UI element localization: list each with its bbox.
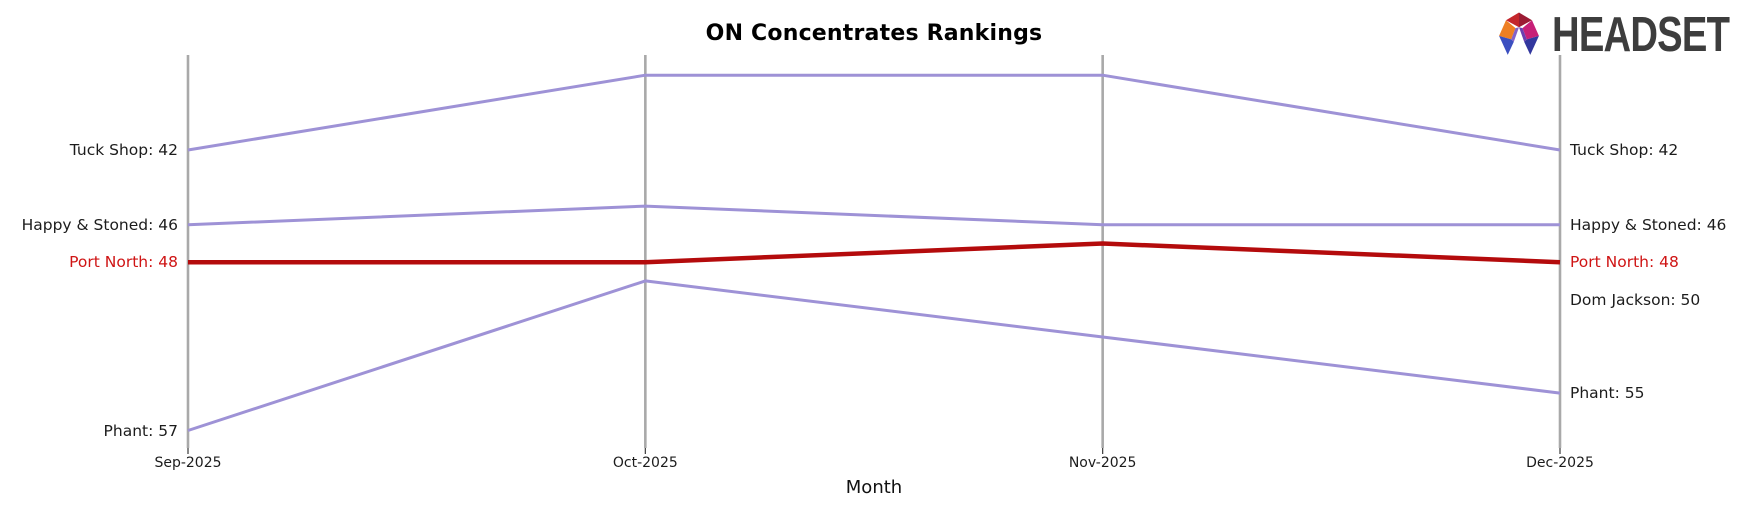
brand-name: HEADSET	[1552, 7, 1730, 62]
left-rank-label-phant: Phant: 57	[103, 421, 178, 440]
headset-logo-icon	[1499, 12, 1539, 55]
series-line-tuck-shop	[187, 73, 1561, 152]
x-tick-label-sep-2025: Sep-2025	[154, 455, 222, 471]
series-line-happy-stoned	[187, 204, 1560, 227]
x-tick-label-nov-2025: Nov-2025	[1068, 455, 1137, 471]
left-rank-label-port-north: Port North: 48	[69, 253, 178, 272]
right-rank-label-happy-stoned: Happy & Stoned: 46	[1570, 215, 1727, 234]
x-tick-label-oct-2025: Oct-2025	[612, 455, 678, 471]
right-rank-label-phant: Phant: 55	[1570, 384, 1645, 403]
brand-header: HEADSET	[1493, 7, 1742, 63]
x-axis-title: Month	[845, 477, 903, 498]
left-rank-label-happy-stoned: Happy & Stoned: 46	[21, 215, 178, 234]
right-rank-label-dom-jackson: Dom Jackson: 50	[1570, 290, 1701, 309]
series-line-phant	[187, 279, 1561, 432]
right-rank-label-tuck-shop: Tuck Shop: 42	[1570, 141, 1679, 159]
series-line-port-north	[188, 241, 1561, 265]
chart-title: ON Concentrates Rankings	[705, 21, 1043, 46]
left-rank-label-tuck-shop: Tuck Shop: 42	[69, 141, 178, 159]
x-tick-label-dec-2025: Dec-2025	[1526, 455, 1594, 471]
right-rank-label-port-north: Port North: 48	[1570, 253, 1679, 272]
